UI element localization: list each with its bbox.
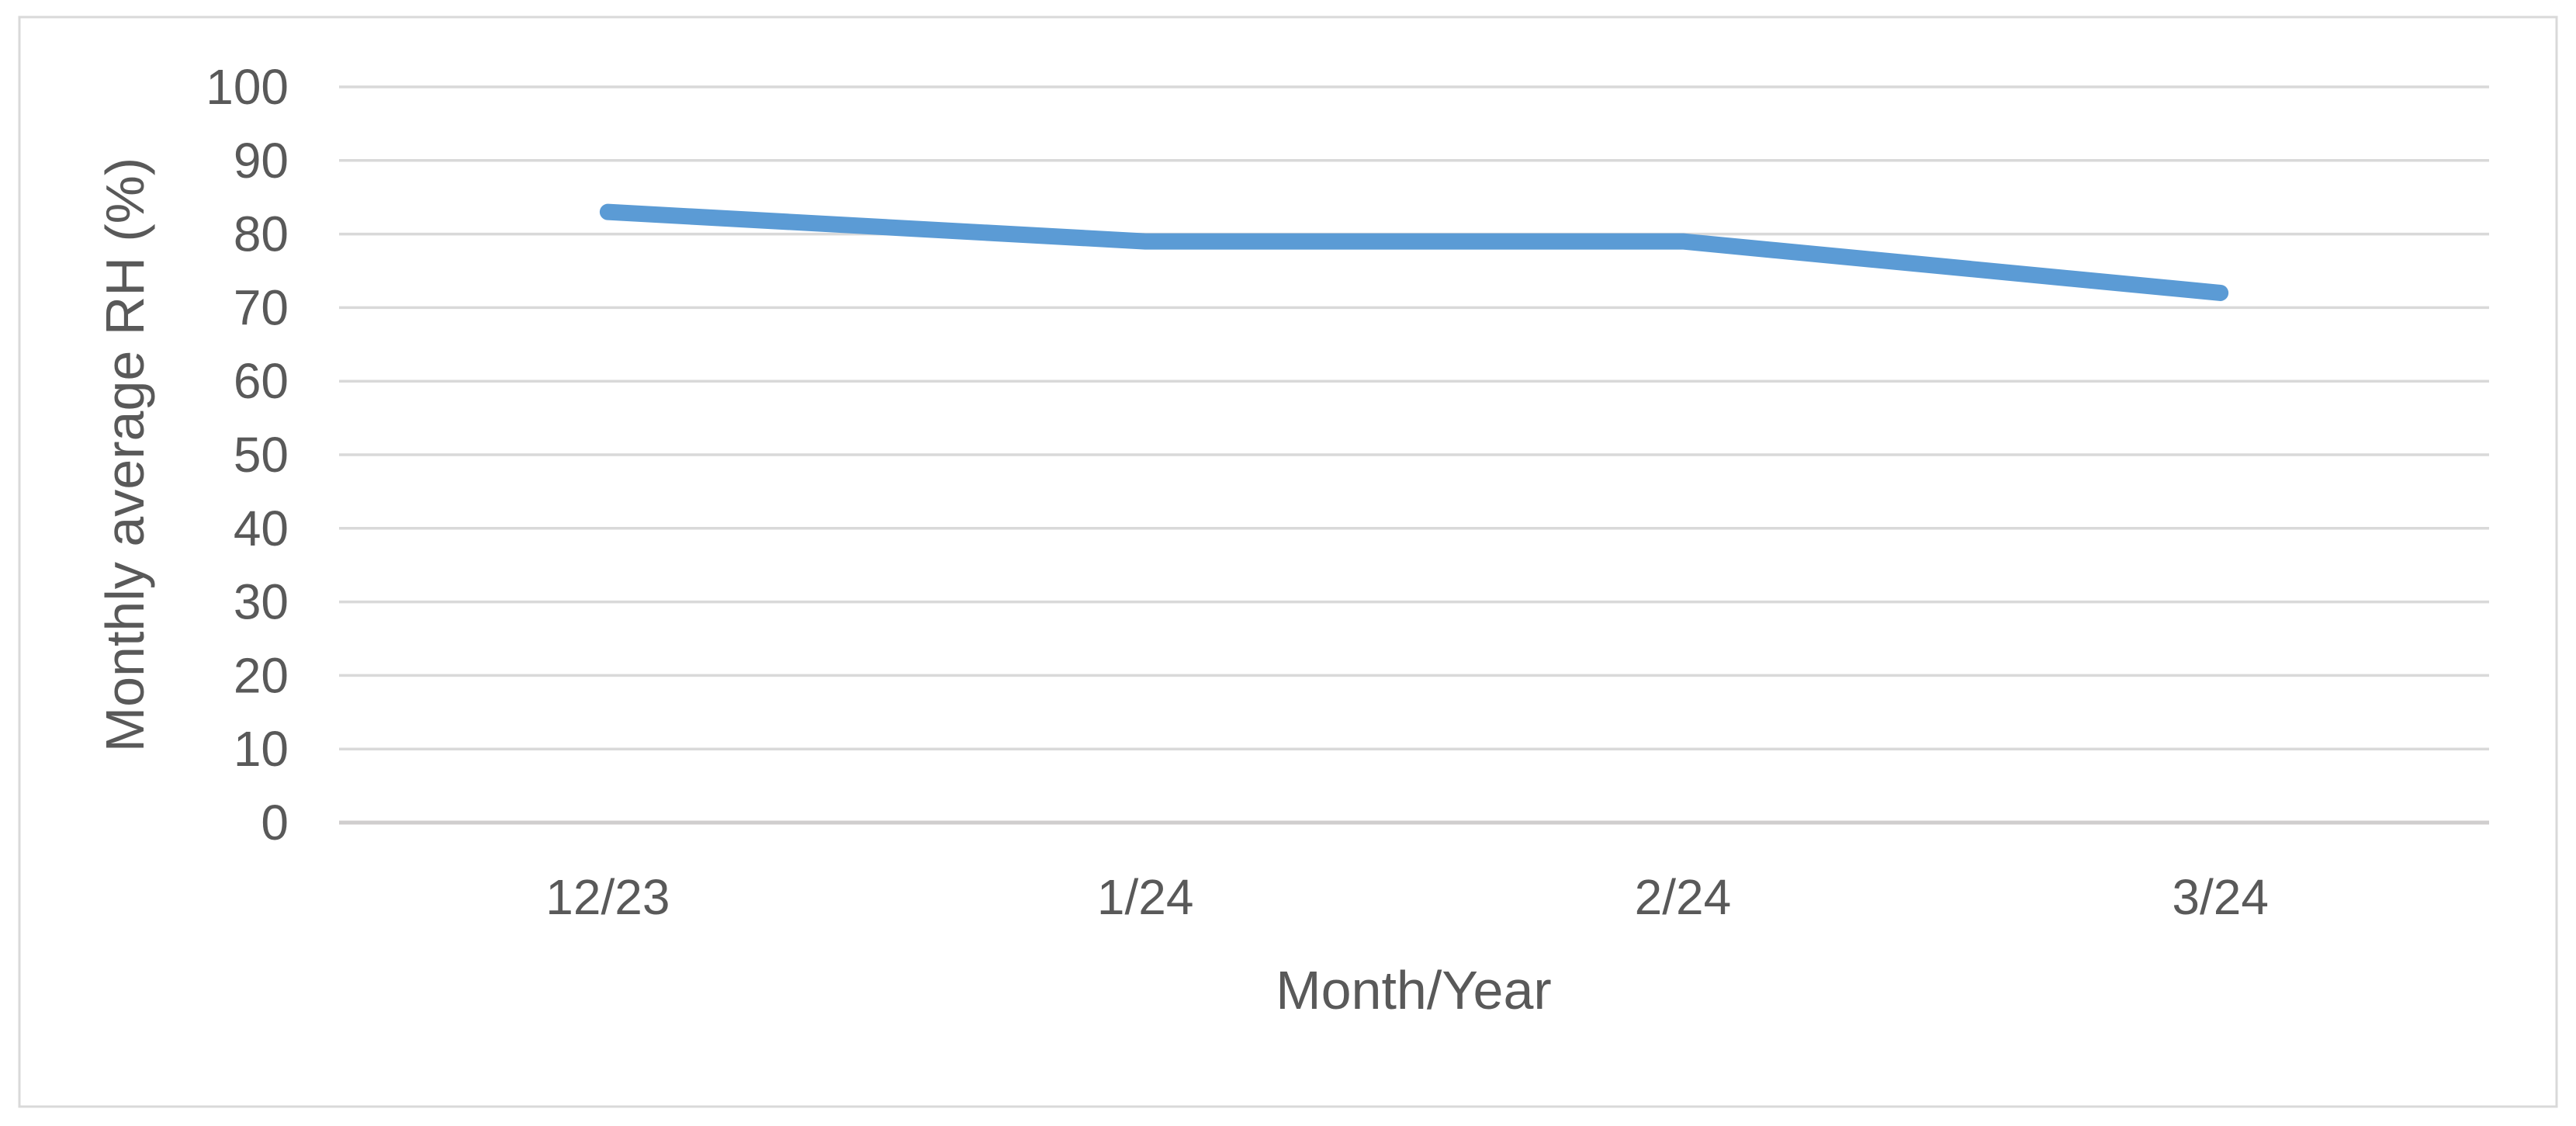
- y-tick-label: 20: [234, 647, 289, 703]
- y-tick-label: 70: [234, 279, 289, 335]
- x-tick-label: 1/24: [1097, 869, 1194, 925]
- y-tick-label: 80: [234, 206, 289, 262]
- x-tick-label: 12/23: [545, 869, 670, 925]
- y-tick-label: 90: [234, 133, 289, 189]
- gridlines: [339, 85, 2489, 825]
- y-tick-label: 50: [234, 427, 289, 483]
- x-tick-label: 3/24: [2172, 869, 2269, 925]
- y-axis-title: Monthly average RH (%): [95, 158, 155, 752]
- y-tick-label: 100: [206, 59, 289, 115]
- y-tick-label: 40: [234, 501, 289, 556]
- x-tick-label: 2/24: [1635, 869, 1732, 925]
- y-tick-label: 0: [261, 795, 289, 851]
- y-tick-label: 60: [234, 353, 289, 409]
- y-tick-label: 30: [234, 574, 289, 630]
- x-axis-tick-labels: 12/23 1/24 2/24 3/24: [545, 869, 2269, 925]
- x-axis-title: Month/Year: [1276, 960, 1551, 1020]
- rh-series-line: [599, 203, 2229, 301]
- y-axis-tick-labels: 0 10 20 30 40 50 60 70 80 90 100: [206, 59, 289, 851]
- y-tick-label: 10: [234, 721, 289, 777]
- chart-border: [18, 16, 2558, 1108]
